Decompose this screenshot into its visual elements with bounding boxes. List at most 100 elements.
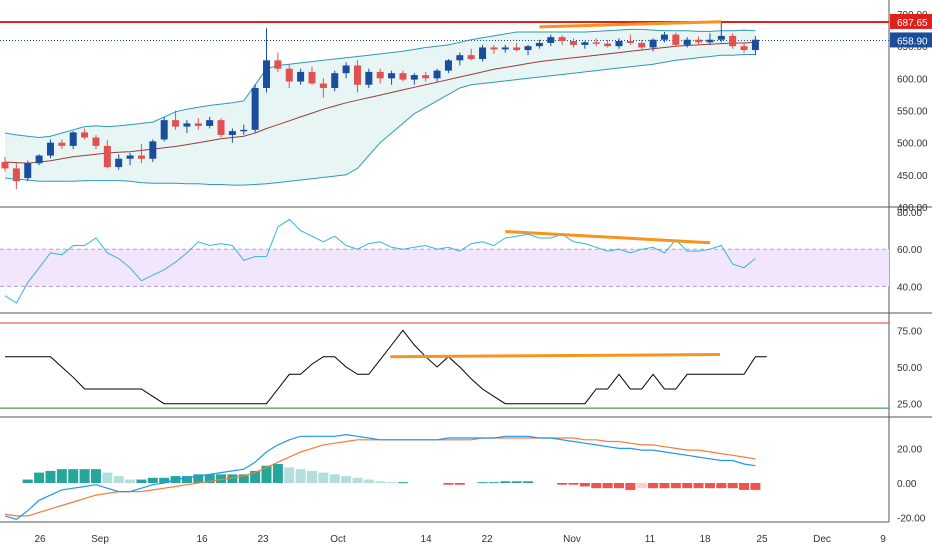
macd-histogram-bar bbox=[318, 472, 329, 483]
macd-histogram-bar bbox=[250, 470, 261, 483]
candle-body bbox=[274, 60, 282, 69]
candle-body bbox=[513, 47, 521, 51]
candle-body bbox=[12, 168, 20, 182]
price-tick-label: 600.00 bbox=[897, 74, 928, 85]
macd-histogram-bar bbox=[693, 483, 704, 489]
candle-body bbox=[160, 120, 168, 140]
macd-histogram-bar bbox=[523, 481, 534, 483]
candle-body bbox=[638, 42, 646, 48]
candle-body bbox=[740, 46, 748, 51]
macd-histogram-bar bbox=[56, 469, 67, 483]
macd-histogram-bar bbox=[102, 472, 113, 483]
macd-histogram-bar bbox=[284, 467, 295, 483]
macd-histogram-bar bbox=[45, 470, 56, 483]
candle-body bbox=[126, 155, 134, 159]
candle-body bbox=[399, 73, 407, 80]
macd-histogram-bar bbox=[750, 483, 761, 490]
time-tick-label: 23 bbox=[257, 534, 269, 545]
macd-histogram-bar bbox=[727, 483, 738, 489]
candle-body bbox=[490, 47, 498, 50]
candle-body bbox=[456, 55, 464, 61]
macd-histogram-bar bbox=[34, 472, 45, 483]
candle-body bbox=[240, 129, 248, 132]
candle-body bbox=[46, 142, 54, 156]
candle-body bbox=[444, 60, 452, 71]
macd-histogram-bar bbox=[261, 465, 272, 483]
candle-body bbox=[479, 47, 487, 60]
current-price-badge: 658.90 bbox=[890, 32, 932, 48]
macd-histogram-bar bbox=[216, 474, 227, 483]
candle-body bbox=[172, 120, 180, 127]
macd-panel: 20.00 0.00 -20.00 bbox=[4, 433, 926, 525]
candle-body bbox=[717, 35, 725, 40]
candle-body bbox=[24, 163, 32, 179]
candle-body bbox=[626, 41, 634, 43]
macd-histogram-bar bbox=[511, 481, 522, 483]
candle-body bbox=[69, 132, 77, 146]
macd-histogram-bar bbox=[329, 474, 340, 483]
time-axis: 26 Sep 16 23 Oct 14 22 Nov 11 18 25 Dec 9 bbox=[34, 534, 886, 545]
macd-histogram-bar bbox=[68, 469, 79, 483]
macd-histogram-bar bbox=[704, 483, 715, 489]
candle-body bbox=[501, 47, 509, 50]
candle-body bbox=[604, 43, 612, 47]
candle-body bbox=[581, 42, 589, 45]
bollinger-upper-line bbox=[4, 28, 756, 139]
candle-body bbox=[81, 132, 89, 138]
candle-body bbox=[751, 39, 759, 51]
macd-histogram-bar bbox=[579, 483, 590, 487]
candle-body bbox=[228, 131, 236, 135]
price-tick-label: 450.00 bbox=[897, 171, 928, 182]
macd-histogram-bar bbox=[488, 482, 499, 484]
candle-body bbox=[467, 55, 475, 60]
resistance-price-badge: 687.65 bbox=[890, 13, 932, 29]
resistance-badge-text: 687.65 bbox=[897, 18, 928, 29]
rsi-trendline bbox=[505, 230, 711, 245]
macd-tick-label: -20.00 bbox=[897, 514, 926, 525]
macd-histogram-bar bbox=[238, 474, 249, 483]
candle-body bbox=[376, 71, 384, 79]
macd-histogram-bar bbox=[659, 483, 670, 489]
macd-histogram-bar bbox=[568, 483, 579, 485]
macd-histogram-bar bbox=[739, 483, 750, 490]
candle-body bbox=[729, 35, 737, 47]
candle-body bbox=[558, 37, 566, 42]
candle-body bbox=[683, 39, 691, 45]
price-tick-label: 400.00 bbox=[897, 203, 928, 214]
bollinger-lower-line bbox=[4, 54, 756, 186]
time-tick-label: 18 bbox=[699, 534, 711, 545]
time-tick-label: Dec bbox=[813, 534, 831, 545]
macd-histogram-bar bbox=[636, 483, 647, 489]
candle-body bbox=[592, 42, 600, 44]
candle-body bbox=[1, 161, 9, 169]
candle-body bbox=[695, 39, 703, 43]
candle-body bbox=[433, 70, 441, 79]
stoch-tick-label: 75.00 bbox=[897, 326, 922, 337]
rsi-tick-label: 40.00 bbox=[897, 282, 922, 293]
macd-histogram-bar bbox=[295, 469, 306, 483]
current-badge-text: 658.90 bbox=[897, 36, 928, 47]
macd-histogram-bar bbox=[22, 479, 33, 483]
candle-body bbox=[183, 123, 191, 127]
resistance-badge-bg bbox=[890, 13, 932, 29]
macd-histogram-bar bbox=[341, 476, 352, 483]
candle-body bbox=[342, 65, 350, 74]
candle-body bbox=[115, 158, 123, 168]
macd-histogram-bar bbox=[443, 483, 454, 485]
time-tick-label: 22 bbox=[481, 534, 493, 545]
macd-histogram-bar bbox=[113, 476, 124, 483]
time-tick-label: Sep bbox=[91, 534, 109, 545]
candle-body bbox=[319, 83, 327, 88]
macd-histogram-bar bbox=[682, 483, 693, 489]
time-tick-label: 16 bbox=[196, 534, 208, 545]
macd-histogram-bar bbox=[79, 469, 90, 483]
time-tick-label: Nov bbox=[563, 534, 581, 545]
candle-body bbox=[535, 42, 543, 47]
stoch-trendline bbox=[390, 353, 720, 359]
price-tick-label: 550.00 bbox=[897, 107, 928, 118]
candle-body bbox=[251, 87, 259, 130]
candle-body bbox=[217, 120, 225, 135]
stochastic-panel: 75.00 50.00 25.00 bbox=[0, 322, 922, 411]
candle-body bbox=[615, 41, 623, 47]
